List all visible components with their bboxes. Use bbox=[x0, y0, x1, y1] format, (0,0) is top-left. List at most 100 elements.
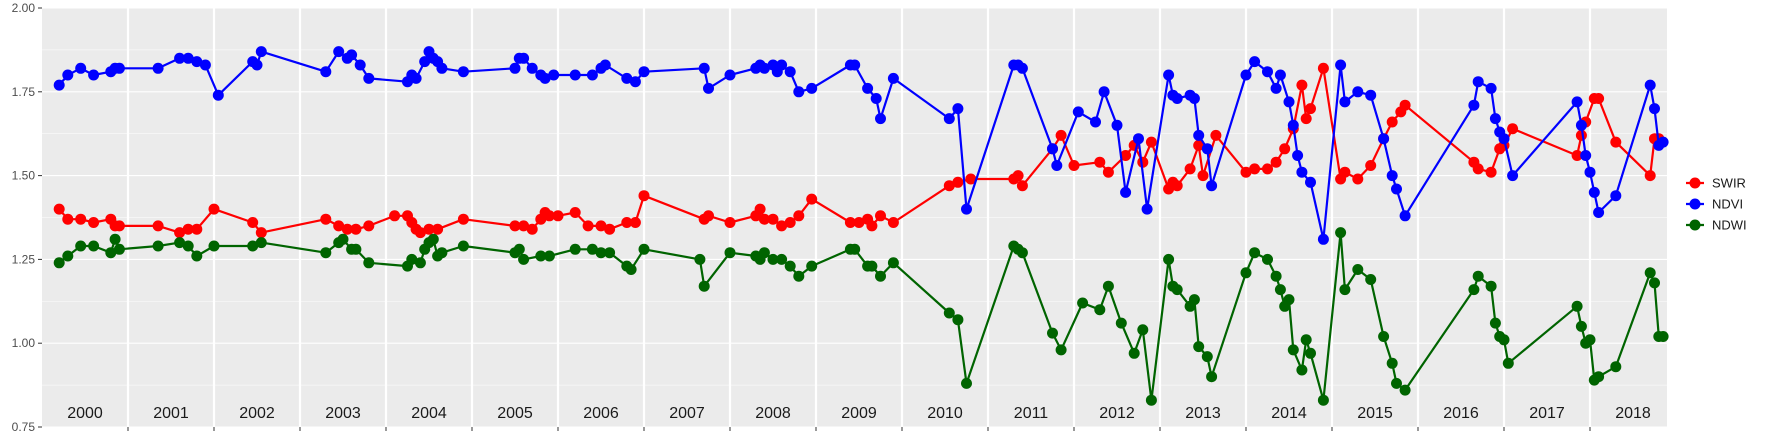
data-point-swir bbox=[1485, 166, 1497, 178]
legend-label: SWIR bbox=[1712, 176, 1746, 191]
data-point-ndwi bbox=[694, 253, 706, 265]
data-point-swir bbox=[965, 173, 977, 185]
data-point-ndvi bbox=[724, 69, 736, 81]
data-point-ndwi bbox=[1193, 341, 1205, 353]
data-point-swir bbox=[844, 217, 856, 228]
data-point-ndwi bbox=[1498, 334, 1510, 346]
data-point-swir bbox=[341, 223, 353, 235]
data-point-ndwi bbox=[1240, 267, 1252, 279]
data-point-swir bbox=[1300, 113, 1312, 125]
data-point-ndwi bbox=[1378, 331, 1390, 342]
data-point-swir bbox=[1249, 163, 1261, 175]
data-point-ndvi bbox=[1335, 59, 1347, 71]
data-point-ndwi bbox=[1305, 347, 1316, 359]
data-point-ndwi bbox=[427, 233, 439, 245]
data-point-ndvi bbox=[113, 62, 125, 74]
data-point-ndvi bbox=[191, 56, 203, 68]
data-point-ndvi bbox=[1262, 66, 1273, 78]
year-label: 2011 bbox=[1014, 405, 1049, 422]
data-point-ndwi bbox=[457, 240, 469, 252]
data-point-ndvi bbox=[1584, 166, 1596, 178]
axes: 0.75 1.00 1.25 1.50 1.75 2.00 2000 2001 2002 2003… bbox=[12, 1, 1651, 434]
data-point-ndwi bbox=[1468, 284, 1480, 296]
legend-label: NDVI bbox=[1712, 197, 1743, 212]
legend: SWIR NDVI NDWI bbox=[1686, 176, 1747, 233]
data-point-ndwi bbox=[806, 260, 818, 272]
data-point-ndvi bbox=[199, 59, 211, 71]
data-point-ndwi bbox=[866, 260, 878, 272]
data-point-swir bbox=[255, 227, 267, 239]
data-point-swir bbox=[754, 203, 766, 215]
data-point-swir bbox=[174, 227, 186, 239]
data-point-ndvi bbox=[1090, 116, 1101, 128]
data-point-swir bbox=[552, 210, 564, 222]
data-point-ndwi bbox=[1287, 344, 1299, 356]
data-point-ndvi bbox=[1378, 133, 1390, 145]
data-point-ndvi bbox=[1111, 119, 1123, 131]
data-point-ndvi bbox=[346, 49, 358, 61]
data-point-swir bbox=[1610, 136, 1622, 148]
data-point-ndvi bbox=[1287, 119, 1299, 131]
data-point-ndwi bbox=[62, 250, 74, 262]
data-point-swir bbox=[1472, 163, 1484, 175]
data-point-ndvi bbox=[943, 113, 955, 125]
year-label: 2014 bbox=[1271, 405, 1307, 422]
data-point-ndvi bbox=[1339, 96, 1351, 108]
data-point-ndvi bbox=[363, 72, 375, 84]
data-point-swir bbox=[152, 220, 164, 232]
data-point-ndvi bbox=[1365, 89, 1377, 101]
data-point-ndvi bbox=[1317, 233, 1329, 245]
data-point-ndvi bbox=[849, 59, 861, 71]
data-point-ndvi bbox=[1580, 150, 1592, 161]
data-point-swir bbox=[793, 210, 805, 222]
data-point-ndwi bbox=[767, 253, 779, 265]
data-point-ndwi bbox=[1055, 344, 1067, 356]
year-label: 2002 bbox=[239, 405, 275, 422]
data-point-ndwi bbox=[1386, 357, 1398, 369]
data-point-ndvi bbox=[1240, 69, 1252, 81]
data-point-swir bbox=[595, 220, 607, 232]
data-point-ndwi bbox=[337, 233, 349, 245]
data-point-ndvi bbox=[1391, 183, 1402, 195]
data-point-swir bbox=[518, 220, 530, 232]
data-point-ndvi bbox=[1292, 150, 1304, 161]
data-point-ndvi bbox=[703, 82, 714, 94]
data-point-ndwi bbox=[952, 314, 964, 326]
year-label: 2004 bbox=[411, 405, 447, 422]
legend-label: NDWI bbox=[1712, 218, 1747, 233]
data-point-ndwi bbox=[625, 264, 637, 275]
data-point-ndvi bbox=[793, 86, 805, 98]
data-point-ndwi bbox=[776, 253, 788, 265]
legend-item: SWIR bbox=[1686, 176, 1746, 191]
data-point-ndwi bbox=[1317, 394, 1329, 406]
data-point-ndvi bbox=[1133, 133, 1144, 145]
data-point-ndvi bbox=[1498, 133, 1510, 145]
data-point-ndwi bbox=[406, 253, 418, 265]
data-point-ndwi bbox=[961, 377, 972, 389]
data-point-ndwi bbox=[1270, 270, 1282, 282]
data-point-swir bbox=[1317, 62, 1329, 74]
year-label: 2001 bbox=[153, 405, 189, 422]
data-point-swir bbox=[776, 220, 788, 232]
data-point-ndwi bbox=[1571, 300, 1583, 312]
data-point-swir bbox=[457, 213, 469, 225]
data-point-ndwi bbox=[436, 247, 448, 259]
data-point-swir bbox=[62, 213, 74, 225]
data-point-ndvi bbox=[419, 56, 431, 68]
data-point-ndvi bbox=[1305, 176, 1316, 188]
data-point-ndwi bbox=[943, 307, 955, 319]
data-point-ndwi bbox=[113, 243, 125, 255]
data-point-ndwi bbox=[1016, 247, 1028, 259]
data-point-ndvi bbox=[410, 72, 422, 84]
data-point-ndvi bbox=[698, 62, 710, 74]
data-point-ndwi bbox=[363, 257, 375, 269]
grid-lines bbox=[42, 7, 1667, 428]
data-point-swir bbox=[1262, 163, 1273, 175]
data-point-ndwi bbox=[191, 250, 203, 262]
data-point-ndvi bbox=[862, 82, 874, 94]
data-point-ndwi bbox=[152, 240, 164, 252]
data-point-ndvi bbox=[806, 82, 818, 94]
data-point-swir bbox=[1184, 163, 1196, 175]
data-point-ndwi bbox=[88, 240, 100, 252]
